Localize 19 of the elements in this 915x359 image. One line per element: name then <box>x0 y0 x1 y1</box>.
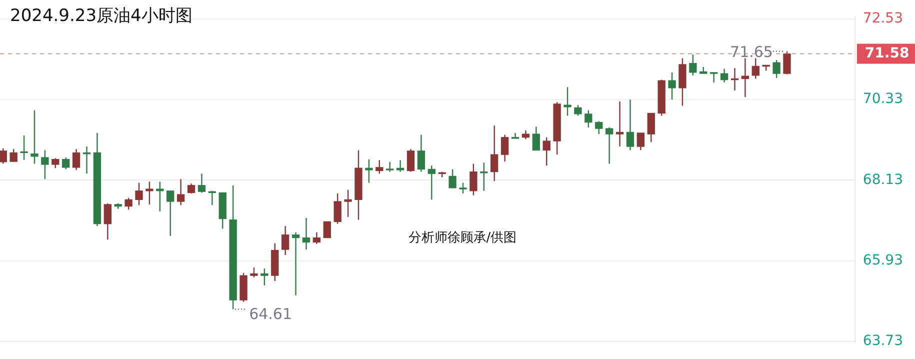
candlestick <box>386 162 394 172</box>
annotation: 分析师徐顾承/供图 <box>408 230 517 246</box>
ref-line-label: 71.58 <box>864 45 910 62</box>
candlestick <box>616 101 624 147</box>
candlestick <box>396 160 404 172</box>
y-tick-label: 68.13 <box>862 172 904 188</box>
candlestick <box>302 218 310 250</box>
candlestick <box>511 132 520 139</box>
y-tick-label: 65.93 <box>862 252 904 269</box>
annotation: 71.65 <box>730 43 773 62</box>
annotation: 64.61 <box>249 305 292 324</box>
y-tick-label: 72.53 <box>862 10 904 27</box>
chart-title: 2024.9.23原油4小时图 <box>10 5 192 27</box>
y-tick-label: 70.33 <box>862 91 904 108</box>
y-tick-label: 63.73 <box>862 333 904 350</box>
candlestick <box>741 58 750 98</box>
candlestick <box>710 72 718 82</box>
candlestick <box>292 232 300 296</box>
candlestick <box>605 127 614 164</box>
